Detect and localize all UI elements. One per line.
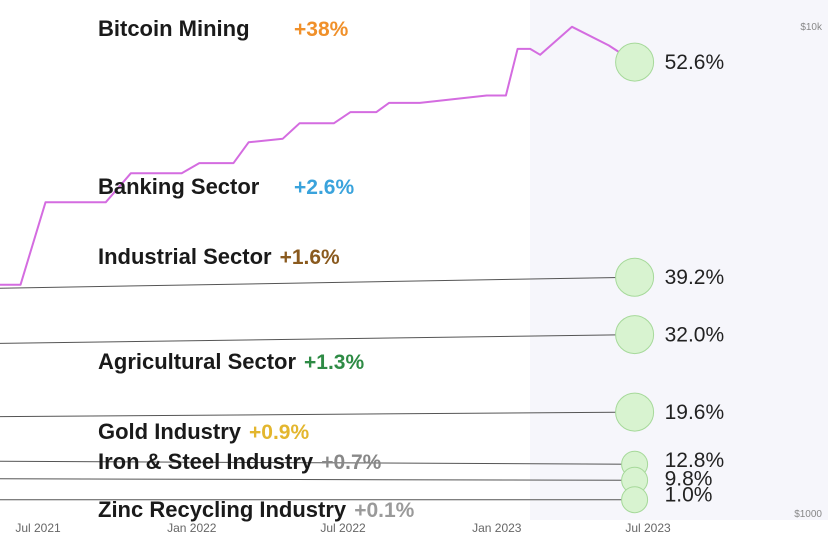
series-line-gold-industry: [0, 460, 635, 465]
x-tick-label: Jul 2021: [15, 521, 61, 535]
series-name-bitcoin-mining: Bitcoin Mining: [98, 16, 250, 41]
series-line-iron-and-steel-industry: [0, 478, 635, 481]
series-change-agricultural-sector: +1.3%: [304, 351, 364, 374]
y-tick-label: $1000: [794, 509, 822, 520]
end-marker-bitcoin-mining: [615, 42, 655, 82]
series-change-industrial-sector: +1.6%: [280, 246, 340, 269]
end-marker-banking-sector: [615, 257, 655, 297]
series-line-industrial-sector: [0, 334, 635, 344]
x-tick-label: Jan 2023: [472, 521, 522, 535]
series-change-bitcoin-mining: +38%: [294, 18, 349, 41]
end-marker-agricultural-sector: [615, 392, 655, 432]
series-change-zinc-recycling-industry: +0.1%: [354, 499, 414, 522]
series-line-agricultural-sector: [0, 411, 635, 418]
series-name-industrial-sector: Industrial Sector: [98, 244, 272, 269]
end-value-label-iron-and-steel-industry: 9.8%: [665, 467, 713, 490]
series-name-zinc-recycling-industry: Zinc Recycling Industry: [98, 497, 347, 522]
end-value-label-zinc-recycling-industry: 1.0%: [665, 484, 713, 507]
x-tick-label: Jan 2022: [167, 521, 217, 535]
series-name-banking-sector: Banking Sector: [98, 174, 260, 199]
end-value-label-bitcoin-mining: 52.6%: [665, 51, 725, 74]
end-marker-zinc-recycling-industry: [621, 486, 649, 514]
series-name-iron-and-steel-industry: Iron & Steel Industry: [98, 449, 314, 474]
plot-shade: [530, 0, 828, 520]
end-value-label-banking-sector: 39.2%: [665, 266, 725, 289]
series-change-banking-sector: +2.6%: [294, 176, 354, 199]
series-line-bitcoin-mining: [0, 25, 636, 286]
end-value-label-gold-industry: 12.8%: [665, 449, 725, 472]
end-marker-industrial-sector: [615, 315, 655, 355]
series-change-iron-and-steel-industry: +0.7%: [321, 451, 381, 474]
y-tick-label: $10k: [800, 22, 823, 33]
series-change-gold-industry: +0.9%: [249, 421, 309, 444]
x-tick-label: Jul 2023: [625, 521, 671, 535]
series-line-banking-sector: [0, 276, 635, 289]
series-name-agricultural-sector: Agricultural Sector: [98, 349, 296, 374]
end-value-label-industrial-sector: 32.0%: [665, 324, 725, 347]
series-name-gold-industry: Gold Industry: [98, 419, 242, 444]
x-tick-label: Jul 2022: [320, 521, 366, 535]
end-value-label-agricultural-sector: 19.6%: [665, 401, 725, 424]
